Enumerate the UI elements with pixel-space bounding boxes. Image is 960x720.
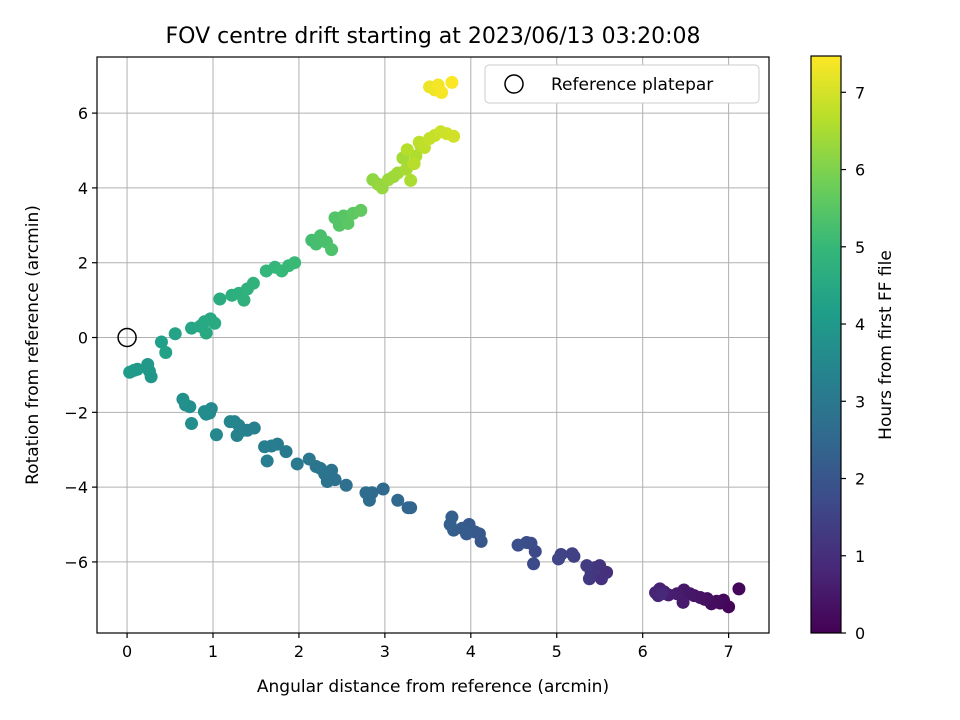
data-point (168, 327, 182, 341)
data-point (141, 357, 155, 371)
data-point (154, 335, 168, 349)
data-point (258, 440, 272, 454)
data-point (208, 316, 222, 330)
legend-entry-reference-platepar: Reference platepar (551, 75, 713, 95)
data-point (185, 417, 199, 431)
data-point (391, 493, 405, 507)
data-point (511, 538, 525, 552)
x-tick-label: 0 (122, 642, 132, 661)
x-tick-label: 3 (380, 642, 390, 661)
y-tick-label: 0 (78, 329, 88, 348)
data-point (580, 559, 594, 573)
data-point (123, 365, 137, 379)
colorbar-tick-label: 7 (855, 83, 865, 102)
chart-title: FOV centre drift starting at 2023/06/13 … (166, 24, 701, 49)
data-point (288, 256, 302, 270)
data-point (551, 552, 565, 566)
y-axis-ticks: −6 −4 −2 0 2 4 6 (64, 104, 97, 572)
legend-marker-icon (504, 74, 524, 94)
data-point (237, 293, 251, 307)
data-point (341, 216, 355, 230)
plot-background (97, 57, 769, 633)
x-tick-label: 1 (208, 642, 218, 661)
data-point (435, 86, 449, 100)
y-axis-label: Rotation from reference (arcmin) (23, 205, 43, 485)
data-point (359, 486, 373, 500)
x-tick-label: 6 (638, 642, 648, 661)
data-point (407, 157, 421, 171)
y-tick-label: −4 (64, 478, 88, 497)
data-point (325, 243, 339, 257)
data-point (199, 326, 213, 340)
data-point (582, 572, 596, 586)
colorbar-tick-label: 2 (855, 470, 865, 489)
data-point (354, 203, 368, 217)
colorbar-tick-label: 0 (855, 624, 865, 643)
data-point (527, 557, 541, 571)
colorbar-tick-label: 1 (855, 547, 865, 566)
data-point (445, 75, 459, 89)
colorbar-label: Hours from first FF file (876, 250, 896, 440)
legend-box (484, 64, 760, 104)
colorbar: 0 1 2 3 4 5 6 7 Hours from first FF file (810, 55, 896, 643)
y-tick-label: −2 (64, 403, 88, 422)
data-point (159, 345, 173, 359)
plot-frame (96, 56, 770, 634)
colorbar-tick-label: 4 (855, 315, 865, 334)
data-point (290, 457, 304, 471)
data-point (209, 428, 223, 442)
data-point (176, 392, 190, 406)
x-axis-ticks: 0 1 2 3 4 5 6 7 (122, 633, 734, 661)
x-tick-label: 7 (724, 642, 734, 661)
colorbar-gradient (810, 55, 842, 634)
data-point (443, 518, 457, 532)
data-point (401, 501, 415, 515)
legend: Reference platepar (484, 64, 760, 104)
reference-platepar-marker (117, 327, 137, 348)
x-tick-label: 4 (466, 642, 476, 661)
y-tick-label: 2 (78, 254, 88, 273)
data-point (279, 445, 293, 459)
data-point (400, 143, 414, 157)
colorbar-tick-label: 6 (855, 161, 865, 180)
plot-area: 0 1 2 3 4 5 6 7 −6 −4 −2 0 2 4 6 (64, 56, 770, 661)
data-point (213, 292, 227, 306)
data-point (594, 572, 608, 586)
x-tick-label: 5 (552, 642, 562, 661)
colorbar-tick-label: 3 (855, 392, 865, 411)
colorbar-tick-label: 5 (855, 238, 865, 257)
data-point (655, 587, 669, 601)
x-tick-label: 2 (294, 642, 304, 661)
data-point (230, 429, 244, 443)
colorbar-ticks: 0 1 2 3 4 5 6 7 (841, 83, 865, 643)
data-point (246, 276, 260, 290)
data-point (223, 415, 237, 429)
y-tick-label: 6 (78, 104, 88, 123)
data-point (447, 129, 461, 143)
data-point (260, 454, 274, 468)
data-point (565, 547, 579, 561)
data-point (376, 482, 390, 496)
data-point (302, 452, 316, 466)
x-axis-label: Angular distance from reference (arcmin) (257, 677, 609, 697)
data-point (197, 405, 211, 419)
grid-lines (97, 57, 769, 633)
data-points (123, 75, 746, 614)
data-point (404, 173, 418, 187)
y-tick-label: −6 (64, 553, 88, 572)
data-point (339, 478, 353, 492)
y-tick-label: 4 (78, 179, 88, 198)
data-point (732, 582, 746, 596)
